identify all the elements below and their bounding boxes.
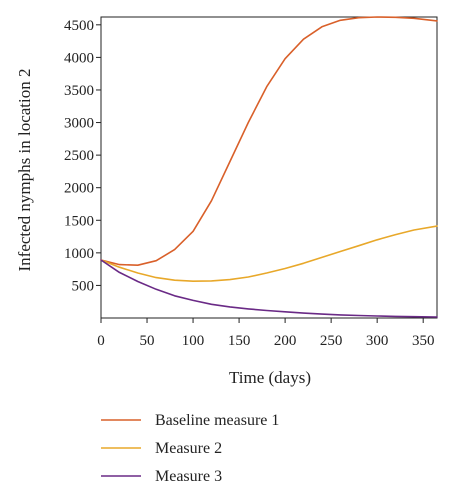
legend: Baseline measure 1 Measure 2 Measure 3 xyxy=(101,412,279,485)
series-line-3 xyxy=(100,259,438,318)
y-tick-label: 1000 xyxy=(64,246,94,262)
x-tick-label: 50 xyxy=(140,333,155,349)
y-tick-label: 3000 xyxy=(64,116,94,132)
plot-frame xyxy=(100,16,438,319)
y-tick-label: 2000 xyxy=(64,181,94,197)
y-axis-ticks: 500 1000 1500 2000 2500 3000 3500 4000 4500 xyxy=(64,18,101,294)
legend-label-1: Baseline measure 1 xyxy=(155,412,279,429)
x-tick-label: 0 xyxy=(97,333,105,349)
y-tick-label: 2500 xyxy=(64,148,94,164)
x-tick-label: 150 xyxy=(228,333,251,349)
y-tick-label: 3500 xyxy=(64,83,94,99)
x-axis-ticks: 0 50 100 150 200 250 300 350 xyxy=(97,318,434,349)
x-tick-label: 100 xyxy=(182,333,205,349)
y-tick-label: 500 xyxy=(72,278,95,294)
series-line-2 xyxy=(100,225,438,283)
x-tick-label: 300 xyxy=(366,333,389,349)
x-tick-label: 350 xyxy=(412,333,435,349)
series-line-1 xyxy=(100,16,438,267)
y-tick-label: 4000 xyxy=(64,50,94,66)
x-axis-label: Time (days) xyxy=(229,368,311,387)
series-group xyxy=(100,16,438,318)
legend-label-3: Measure 3 xyxy=(155,468,222,485)
y-axis-label: Infected nymphs in location 2 xyxy=(15,68,34,271)
y-tick-label: 1500 xyxy=(64,213,94,229)
legend-label-2: Measure 2 xyxy=(155,440,222,457)
y-tick-label: 4500 xyxy=(64,18,94,34)
x-tick-label: 250 xyxy=(320,333,343,349)
plot-area xyxy=(100,16,438,319)
x-tick-label: 200 xyxy=(274,333,297,349)
